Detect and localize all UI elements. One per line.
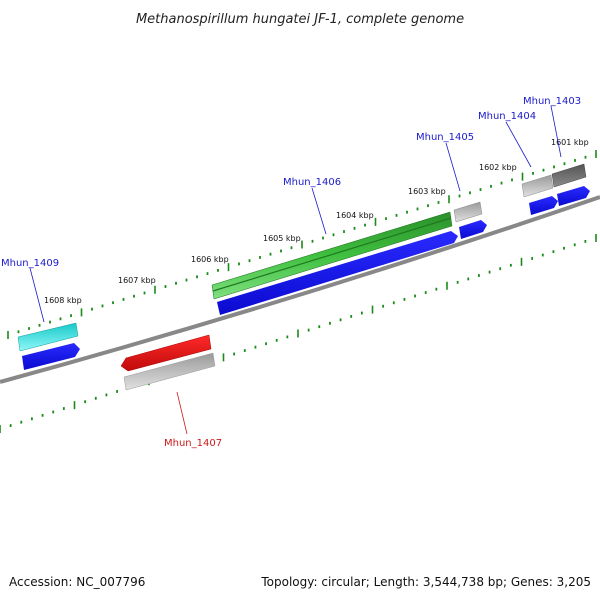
accession-text: Accession: NC_007796 [9, 575, 145, 589]
label-leaders [29, 105, 562, 435]
gene-label-mhun-1406[interactable]: Mhun_1406 [283, 177, 341, 188]
kbp-label-1606: 1606 kbp [191, 255, 229, 264]
map-title: Methanospirillum hungatei JF-1, complete… [136, 12, 464, 27]
lower-gene-track [120, 334, 216, 391]
kbp-label-1601: 1601 kbp [551, 138, 589, 147]
gene-mhun-1406-stripe [212, 217, 452, 292]
cds-mhun-1407[interactable] [123, 352, 216, 391]
gene-mhun-1409[interactable] [17, 322, 79, 352]
topology-text: Topology: circular; Length: 3,544,738 bp… [260, 575, 591, 589]
gene-label-mhun-1404[interactable]: Mhun_1404 [478, 111, 536, 122]
genome-backbone [0, 195, 600, 384]
gene-label-mhun-1407[interactable]: Mhun_1407 [164, 438, 222, 449]
leader-mhun-1409 [29, 267, 45, 323]
leader-mhun-1406 [311, 187, 327, 235]
gene-mhun-1407[interactable] [120, 334, 212, 372]
leader-mhun-1403 [550, 105, 562, 158]
gene-mhun-1406[interactable] [211, 211, 453, 300]
kbp-label-1603: 1603 kbp [408, 187, 446, 196]
gene-labels: Mhun_1409 Mhun_1406 Mhun_1405 Mhun_1404 … [1, 96, 581, 449]
kbp-labels: 1608 kbp 1607 kbp 1606 kbp 1605 kbp 1604… [44, 138, 589, 305]
gene-mhun-1404[interactable] [521, 174, 554, 198]
gene-mhun-1405[interactable] [453, 201, 483, 223]
kbp-label-1604: 1604 kbp [336, 211, 374, 220]
cds-mhun-1405[interactable] [459, 220, 487, 239]
leader-mhun-1404 [505, 121, 532, 168]
upper-gene-track [17, 163, 590, 370]
leader-mhun-1407 [176, 391, 188, 435]
gene-label-mhun-1403[interactable]: Mhun_1403 [523, 96, 581, 107]
cds-mhun-1409[interactable] [22, 343, 80, 370]
cds-mhun-1406[interactable] [217, 231, 458, 315]
kbp-label-1602: 1602 kbp [479, 163, 517, 172]
kbp-label-1608: 1608 kbp [44, 296, 82, 305]
gene-mhun-1403[interactable] [551, 163, 587, 188]
cds-mhun-1403[interactable] [557, 186, 590, 206]
gene-label-mhun-1409[interactable]: Mhun_1409 [1, 258, 59, 269]
kbp-label-1607: 1607 kbp [118, 276, 156, 285]
upper-tick-row [7, 150, 597, 339]
leader-mhun-1405 [445, 142, 461, 192]
kbp-label-1605: 1605 kbp [263, 234, 301, 243]
gene-label-mhun-1405[interactable]: Mhun_1405 [416, 132, 474, 143]
cds-mhun-1404[interactable] [529, 196, 558, 215]
